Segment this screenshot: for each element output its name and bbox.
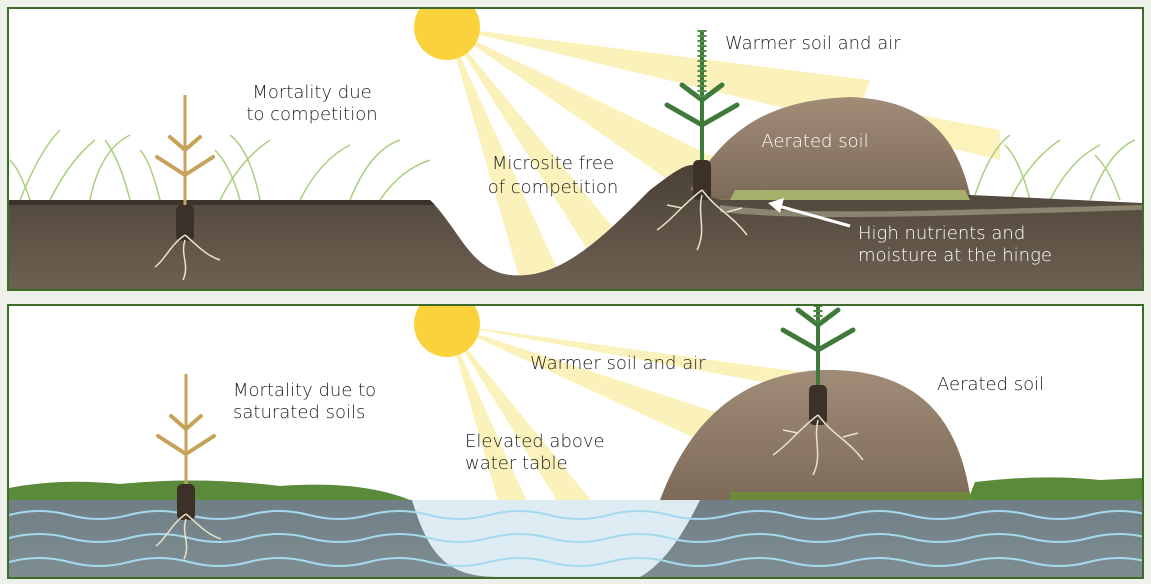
- label-line: Mortality due: [252, 82, 371, 103]
- label: Aerated soil: [761, 131, 868, 152]
- label-line: saturated soils: [233, 402, 365, 423]
- label-line: Warmer soil and air: [725, 33, 901, 54]
- label-line: High nutrients and: [858, 223, 1025, 244]
- diagram: Mortality dueto competition Microsite fr…: [0, 0, 1151, 584]
- label: Warmer soil and air: [530, 353, 706, 374]
- label-line: Elevated above: [465, 431, 605, 452]
- label: Aerated soil: [937, 374, 1044, 395]
- panel-2: [9, 255, 1149, 577]
- label-line: water table: [465, 453, 568, 474]
- label-line: to competition: [246, 104, 377, 125]
- label-line: Aerated soil: [761, 131, 868, 152]
- label-line: Microsite free: [492, 153, 614, 174]
- label-line: Mortality due to: [233, 380, 376, 401]
- label-line: Warmer soil and air: [530, 353, 706, 374]
- label-line: Aerated soil: [937, 374, 1044, 395]
- label: Warmer soil and air: [725, 33, 901, 54]
- label-line: of competition: [488, 177, 619, 198]
- label-line: moisture at the hinge: [858, 245, 1052, 266]
